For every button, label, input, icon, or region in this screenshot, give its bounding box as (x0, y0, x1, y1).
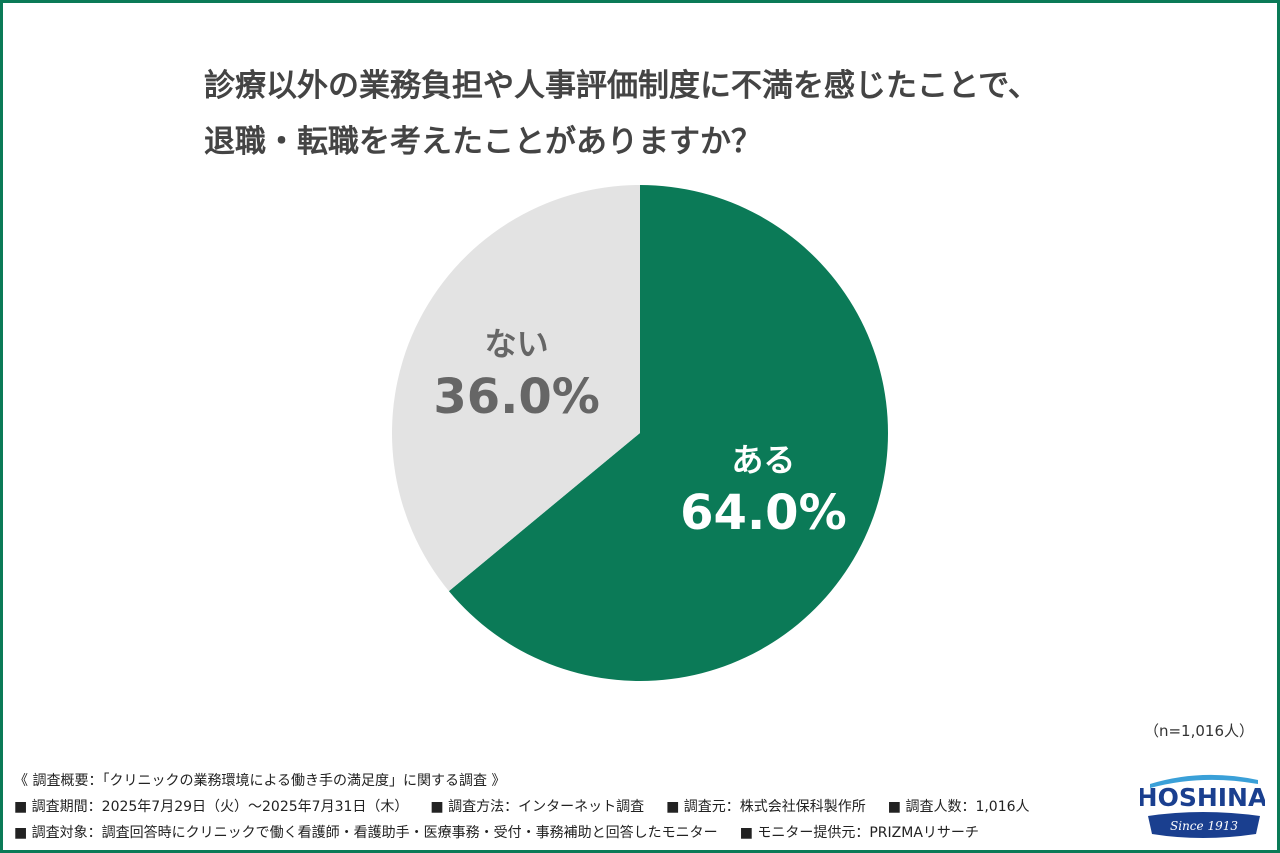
slice-value-aru: 64.0% (680, 485, 847, 541)
survey-source: ■ 調査元：株式会社保科製作所 (666, 799, 866, 815)
slice-label-aru: ある (731, 441, 795, 479)
hoshina-logo: HOSHINA Since 1913 (1140, 774, 1265, 838)
chart-title: 診療以外の業務負担や人事評価制度に不満を感じたことで、 退職・転職を考えたことが… (204, 58, 1104, 170)
logo-tagline: Since 1913 (1170, 819, 1238, 833)
survey-provider: ■ モニター提供元：PRIZMAリサーチ (739, 825, 979, 841)
survey-method: ■ 調査方法：インターネット調査 (430, 799, 645, 815)
pie-slice-aru (448, 185, 888, 681)
survey-count: ■ 調査人数：1,016人 (887, 799, 1030, 815)
survey-row-1: ■ 調査期間：2025年7月29日（火）～2025年7月31日（木） ■ 調査方… (14, 794, 1134, 820)
survey-row-2: ■ 調査対象：調査回答時にクリニックで働く看護師・看護助手・医療事務・受付・事務… (14, 820, 1134, 846)
slice-value-nai: 36.0% (433, 369, 600, 425)
title-line-2: 退職・転職を考えたことがありますか？ (204, 124, 762, 160)
survey-heading: 《 調査概要：「クリニックの業務環境による働き手の満足度」に関する調査 》 (14, 773, 506, 789)
logo-name: HOSHINA (1140, 783, 1265, 812)
survey-overview: 《 調査概要：「クリニックの業務環境による働き手の満足度」に関する調査 》 ■ … (14, 768, 1134, 846)
survey-target: ■ 調査対象：調査回答時にクリニックで働く看護師・看護助手・医療事務・受付・事務… (14, 825, 718, 841)
survey-period: ■ 調査期間：2025年7月29日（火）～2025年7月31日（木） (14, 799, 409, 815)
sample-size-note: （n=1,016人） (1143, 722, 1254, 740)
slice-label-nai: ない (485, 325, 549, 363)
title-line-1: 診療以外の業務負担や人事評価制度に不満を感じたことで、 (204, 68, 1039, 104)
pie-slice-nai (391, 185, 640, 592)
